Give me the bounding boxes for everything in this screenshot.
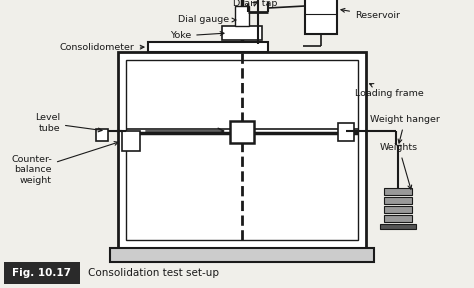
Bar <box>235 6 249 26</box>
Bar <box>305 0 337 34</box>
Text: Drain tap: Drain tap <box>233 0 277 8</box>
Bar <box>118 52 366 248</box>
Bar <box>384 188 412 195</box>
Bar <box>96 129 108 141</box>
Bar <box>126 60 358 240</box>
Text: Yoke: Yoke <box>170 31 224 41</box>
Bar <box>148 42 268 52</box>
Text: Consolidometer: Consolidometer <box>60 43 144 52</box>
Bar <box>384 206 412 213</box>
Text: Reservoir: Reservoir <box>341 8 400 20</box>
Text: Dial gauge: Dial gauge <box>178 16 236 24</box>
Text: Loading frame: Loading frame <box>355 84 424 98</box>
Text: Level
tube: Level tube <box>35 113 102 133</box>
Bar <box>122 131 140 151</box>
Text: Counter-
balance
weight: Counter- balance weight <box>11 142 118 185</box>
Bar <box>384 197 412 204</box>
Bar <box>230 121 254 143</box>
Text: Consolidation test set-up: Consolidation test set-up <box>88 268 219 278</box>
Bar <box>380 224 416 229</box>
Bar <box>110 248 374 262</box>
Text: Weight hanger: Weight hanger <box>370 115 440 143</box>
Bar <box>384 215 412 222</box>
Text: Weights: Weights <box>380 143 418 189</box>
Bar <box>4 262 80 284</box>
Bar <box>222 26 262 40</box>
Bar <box>338 123 354 141</box>
Text: Fig. 10.17: Fig. 10.17 <box>12 268 72 278</box>
